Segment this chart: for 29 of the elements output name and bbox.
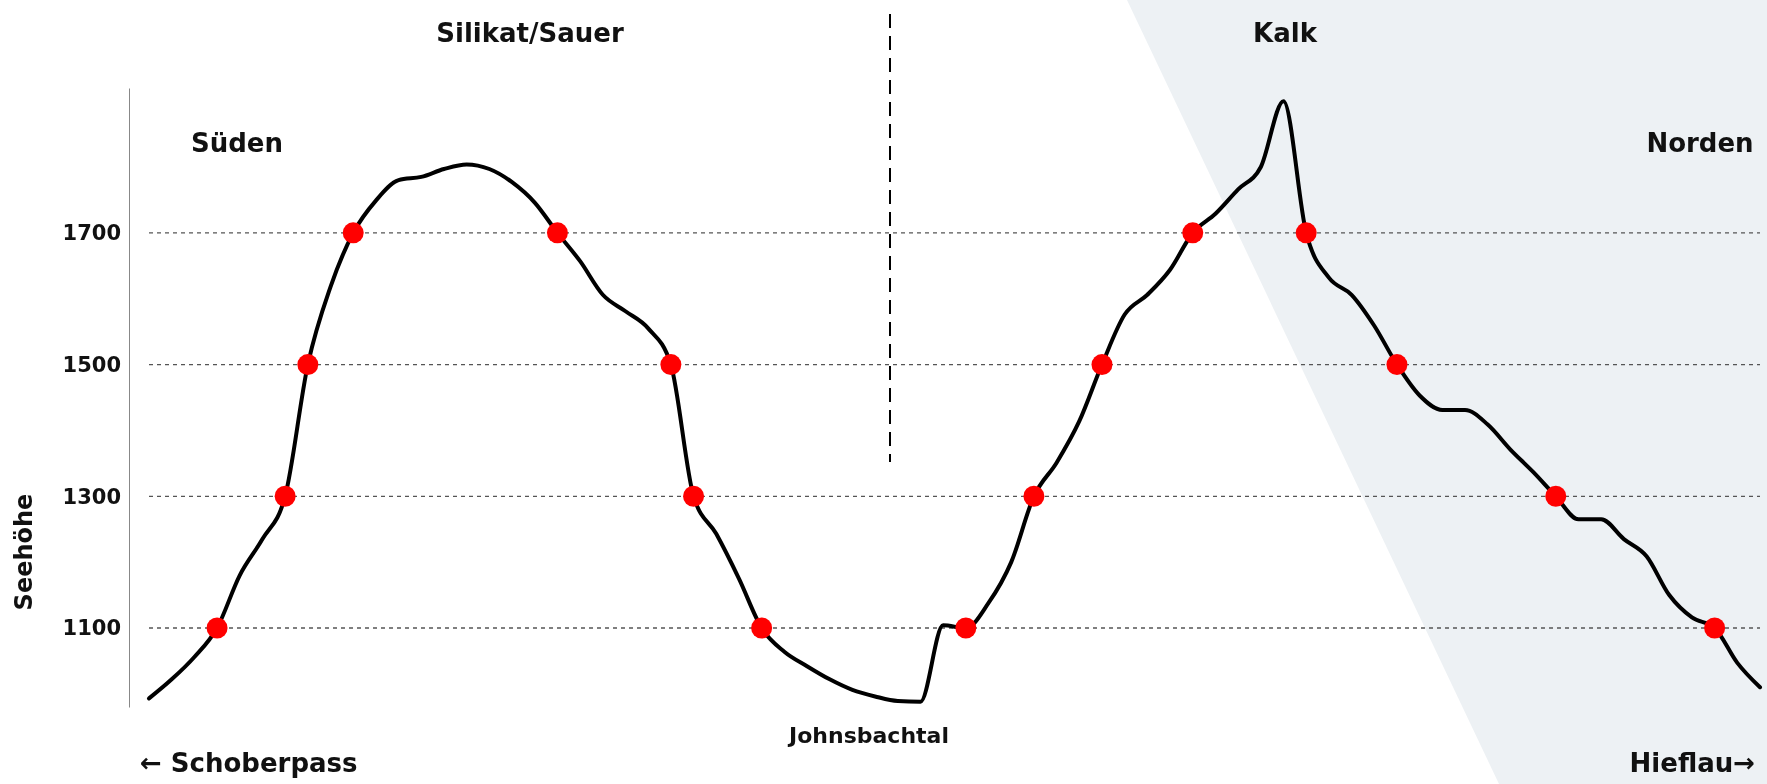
point	[751, 617, 773, 639]
text: Kalk	[1253, 18, 1318, 48]
point	[1386, 354, 1408, 376]
point	[206, 617, 228, 639]
annotation: Norden	[1646, 128, 1754, 158]
point	[546, 222, 568, 244]
annotation: Süden	[191, 128, 283, 158]
point	[274, 485, 296, 507]
point	[1545, 485, 1567, 507]
text: Johnsbachtal	[787, 723, 949, 748]
point	[1023, 485, 1045, 507]
point	[1182, 222, 1204, 244]
point	[342, 222, 364, 244]
text: ← Schoberpass	[140, 748, 358, 778]
point	[955, 617, 977, 639]
y-tick-label: 1300	[62, 484, 121, 509]
point	[1091, 354, 1113, 376]
line-series	[147, 99, 1762, 704]
point	[1704, 617, 1726, 639]
point	[683, 485, 705, 507]
y-tick-label: 1100	[62, 616, 121, 641]
point	[297, 354, 319, 376]
point	[1295, 222, 1317, 244]
y-tick-label: 1500	[62, 352, 121, 377]
text: Hieflau→	[1629, 748, 1755, 778]
point	[660, 354, 682, 376]
y-tick-label: 1700	[62, 221, 121, 246]
text: Silikat/Sauer	[436, 18, 624, 48]
y-axis-title: Seehöhe	[10, 493, 38, 611]
